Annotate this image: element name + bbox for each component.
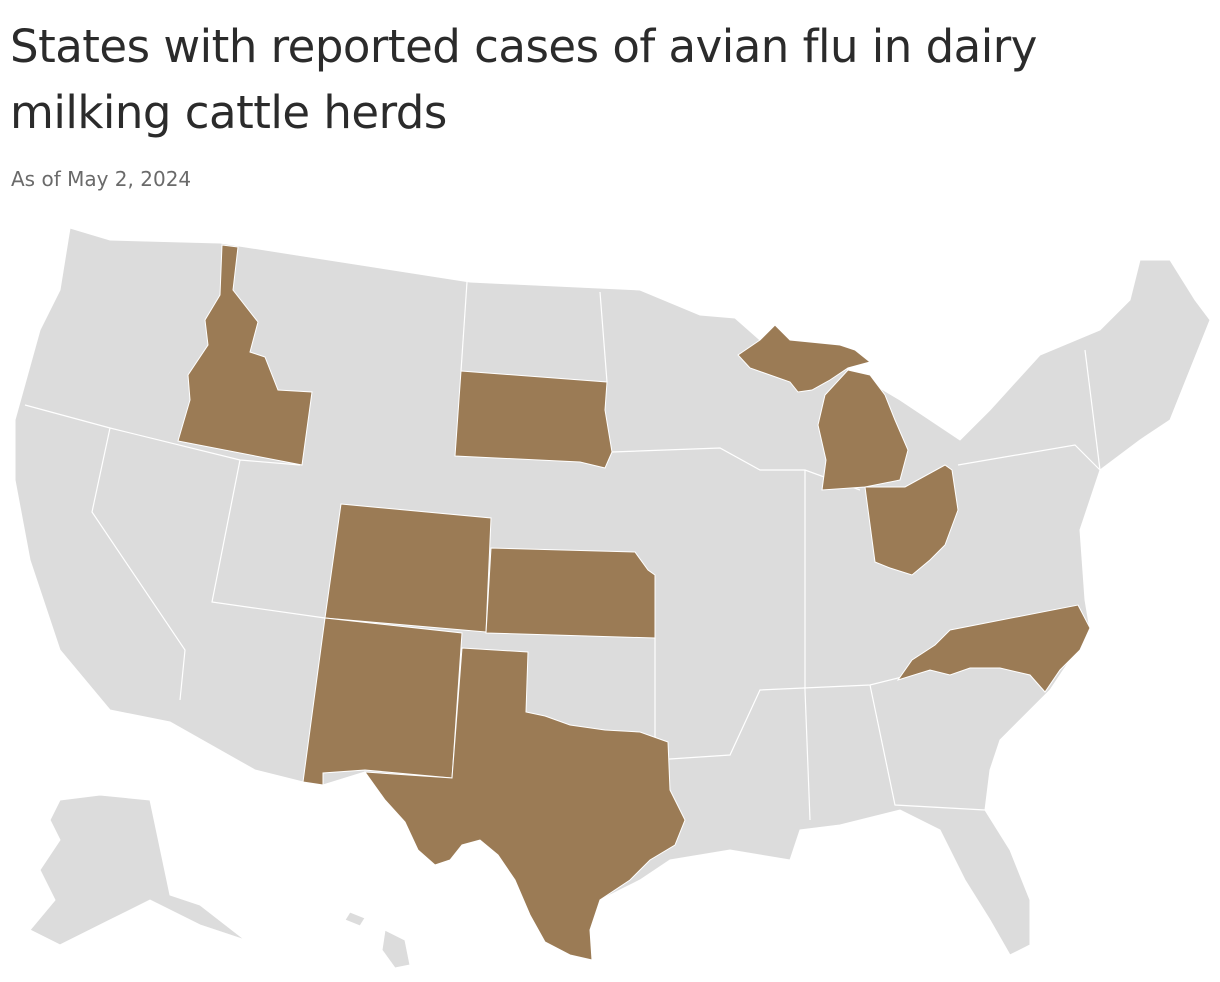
title: States with reported cases of avian flu …	[10, 20, 1037, 139]
state-borders	[957, 444, 1101, 471]
state-borders	[869, 684, 986, 811]
hawaii-big-island	[381, 929, 411, 969]
texas	[363, 647, 686, 961]
state-borders	[91, 427, 186, 701]
state-borders	[804, 470, 811, 821]
michigan	[817, 369, 909, 491]
michigan-upper	[737, 324, 872, 393]
hawaii	[344, 911, 366, 927]
south-dakota	[454, 370, 613, 469]
north-carolina	[896, 604, 1091, 693]
state-borders	[211, 459, 326, 619]
ohio	[864, 464, 959, 576]
state-borders	[599, 291, 608, 383]
idaho	[177, 244, 313, 466]
state-borders	[24, 404, 301, 466]
affected-states	[177, 244, 1091, 961]
new-mexico	[302, 617, 463, 786]
state-borders	[1084, 349, 1101, 471]
alaska	[29, 794, 246, 946]
colorado	[324, 503, 492, 633]
subtitle: As of May 2, 2024	[11, 167, 192, 191]
kansas	[485, 547, 656, 639]
state-borders	[460, 281, 468, 372]
